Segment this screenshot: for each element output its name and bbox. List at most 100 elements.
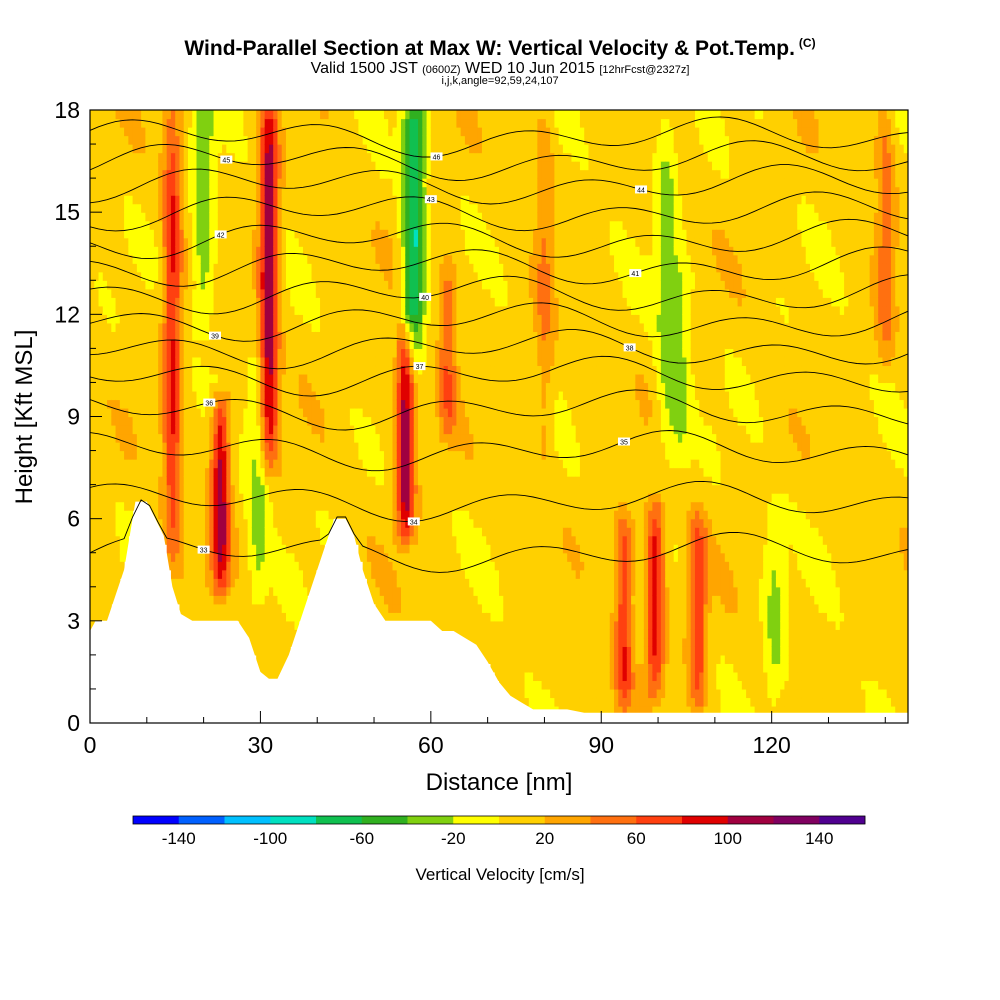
velocity-cell [136, 288, 142, 298]
velocity-cell [371, 169, 377, 179]
velocity-cell [383, 390, 389, 401]
velocity-cell [294, 254, 300, 264]
velocity-cell [452, 612, 457, 622]
velocity-cell [337, 493, 342, 503]
velocity-cell [383, 237, 389, 247]
velocity-cell [324, 467, 330, 477]
velocity-cell [268, 152, 274, 162]
velocity-cell [383, 603, 389, 613]
velocity-cell [200, 144, 206, 154]
velocity-cell [362, 169, 368, 179]
velocity-cell [405, 390, 411, 401]
velocity-cell [405, 518, 411, 528]
velocity-cell [209, 212, 215, 222]
velocity-cell [303, 467, 308, 477]
velocity-cell [111, 110, 117, 120]
velocity-cell [281, 161, 287, 171]
velocity-cell [315, 169, 321, 179]
velocity-cell [337, 246, 342, 256]
velocity-cell [222, 382, 227, 392]
velocity-cell [111, 271, 117, 281]
velocity-cell [435, 280, 440, 290]
velocity-cell [213, 612, 219, 622]
velocity-cell [303, 305, 308, 315]
velocity-cell [298, 433, 304, 443]
velocity-field [90, 110, 908, 716]
velocity-cell [430, 254, 436, 264]
velocity-cell [200, 612, 206, 622]
velocity-cell [277, 161, 283, 171]
velocity-cell [230, 510, 236, 520]
velocity-cell [158, 416, 164, 426]
velocity-cell [375, 161, 381, 171]
velocity-cell [217, 501, 223, 511]
velocity-cell [226, 203, 232, 213]
velocity-cell [307, 416, 313, 426]
velocity-cell [98, 178, 104, 188]
velocity-cell [418, 373, 423, 384]
velocity-cell [268, 493, 274, 503]
velocity-cell [307, 254, 313, 264]
velocity-cell [239, 297, 244, 307]
velocity-cell [349, 484, 355, 494]
velocity-cell [239, 365, 244, 375]
velocity-cell [324, 246, 330, 256]
velocity-cell [430, 476, 436, 486]
velocity-cell [337, 118, 342, 128]
velocity-cell [379, 544, 385, 554]
velocity-cell [439, 212, 445, 222]
velocity-cell [273, 450, 279, 460]
velocity-cell [141, 280, 146, 290]
velocity-cell [111, 135, 117, 145]
velocity-cell [128, 348, 134, 358]
velocity-cell [320, 118, 325, 128]
velocity-cell [358, 459, 364, 469]
velocity-cell [383, 510, 389, 520]
velocity-cell [349, 152, 355, 162]
velocity-cell [341, 127, 347, 137]
velocity-cell [307, 280, 313, 290]
velocity-cell [396, 263, 402, 273]
velocity-cell [264, 161, 270, 171]
velocity-cell [281, 433, 287, 443]
velocity-cell [388, 288, 394, 298]
velocity-cell [452, 535, 457, 545]
velocity-cell [179, 561, 185, 571]
velocity-cell [90, 152, 95, 162]
velocity-cell [247, 620, 253, 630]
velocity-cell [452, 229, 457, 239]
velocity-cell [111, 331, 117, 341]
velocity-cell [341, 382, 347, 392]
velocity-cell [341, 450, 347, 460]
velocity-cell [268, 612, 274, 622]
velocity-cell [107, 322, 112, 332]
velocity-cell [383, 425, 389, 435]
velocity-cell [213, 169, 219, 179]
velocity-cell [111, 467, 117, 477]
velocity-cell [107, 297, 112, 307]
velocity-cell [392, 561, 398, 571]
velocity-cell [435, 186, 440, 196]
velocity-cell [332, 254, 338, 264]
velocity-cell [183, 152, 189, 162]
velocity-cell [341, 493, 347, 503]
velocity-cell [183, 229, 189, 239]
velocity-cell [247, 399, 253, 409]
velocity-cell [222, 314, 227, 324]
velocity-cell [298, 569, 304, 579]
velocity-cell [341, 433, 347, 443]
velocity-cell [128, 416, 134, 426]
velocity-cell [222, 467, 227, 477]
velocity-cell [409, 501, 415, 511]
velocity-cell [111, 407, 117, 418]
velocity-cell [222, 578, 227, 588]
velocity-cell [226, 127, 232, 137]
velocity-cell [388, 561, 394, 571]
velocity-cell [145, 220, 151, 230]
velocity-cell [285, 569, 291, 579]
velocity-cell [205, 365, 210, 375]
velocity-cell [435, 416, 440, 426]
velocity-cell [277, 110, 283, 120]
velocity-cell [383, 178, 389, 188]
velocity-cell [405, 476, 411, 486]
